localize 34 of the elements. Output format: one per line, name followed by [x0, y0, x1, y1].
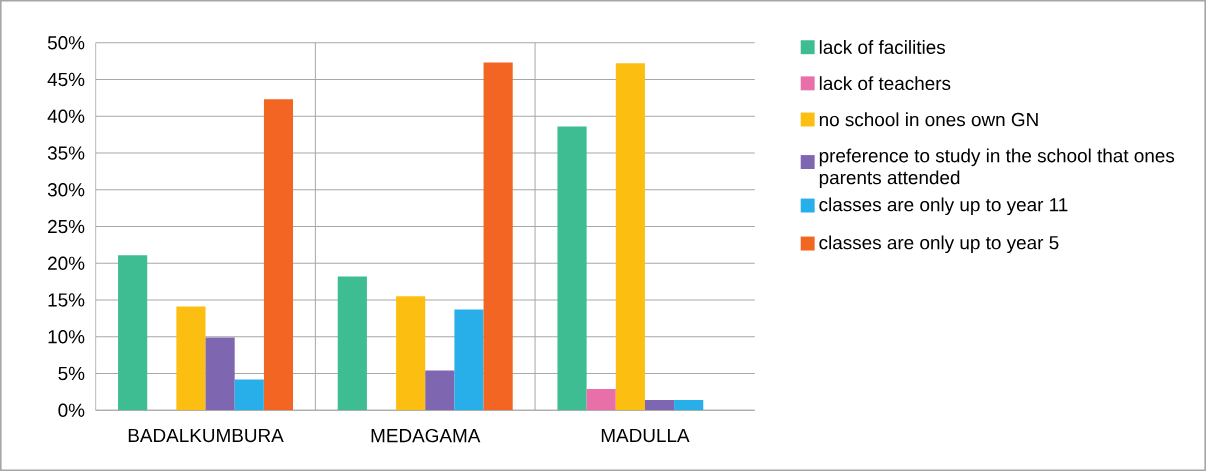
bar	[205, 337, 235, 411]
y-tick-label: 5%	[58, 366, 85, 381]
bar	[396, 296, 426, 411]
bar	[263, 99, 294, 411]
x-tick-label: MADULLA	[601, 428, 690, 443]
y-tick-label: 45%	[47, 72, 85, 87]
legend-label: no school in ones own GN	[819, 112, 1038, 127]
y-tick-label: 15%	[48, 293, 85, 307]
bar	[674, 399, 704, 411]
y-tick-label: 25%	[48, 219, 85, 234]
bar	[557, 126, 587, 411]
legend-label: lack of facilities	[819, 40, 946, 54]
x-tick-label: MEDAGAMA	[371, 428, 481, 443]
bar	[644, 399, 675, 411]
bar	[234, 379, 264, 411]
bar	[586, 388, 616, 411]
legend-label: classes are only up to year 5	[819, 235, 1059, 254]
bar	[118, 255, 148, 411]
y-tick-label: 40%	[47, 109, 85, 123]
y-tick-label: 20%	[48, 256, 85, 270]
bar	[425, 370, 455, 411]
bar	[337, 276, 367, 411]
y-tick-label: 0%	[58, 403, 85, 417]
legend-label: lack of teachers	[819, 76, 951, 91]
x-tick-label: BADALKUMBURA	[128, 428, 284, 443]
y-tick-label: 30%	[47, 183, 85, 197]
y-tick-label: 50%	[47, 36, 85, 50]
legend-label: classes are only up to year 11	[819, 197, 1068, 216]
bar	[483, 62, 513, 411]
y-tick-label: 10%	[48, 330, 85, 344]
bar	[176, 306, 206, 411]
bar	[454, 309, 484, 411]
y-tick-label: 35%	[47, 146, 85, 160]
bar	[615, 63, 645, 411]
